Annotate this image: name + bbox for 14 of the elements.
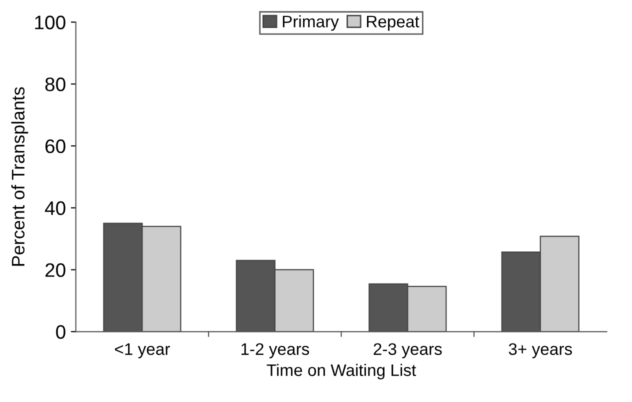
y-tick-label: 0 bbox=[56, 325, 66, 339]
x-tick-label: <1 year bbox=[114, 343, 170, 358]
y-tick-label: 20 bbox=[45, 263, 66, 277]
legend-label: Repeat bbox=[366, 16, 420, 31]
x-tick-label: 3+ years bbox=[508, 343, 572, 358]
y-tick-label: 60 bbox=[45, 139, 66, 154]
y-tick-label: 100 bbox=[35, 16, 66, 30]
x-tick-label: 1-2 years bbox=[241, 343, 310, 358]
legend-label: Primary bbox=[282, 15, 339, 31]
y-tick-label: 40 bbox=[44, 201, 66, 216]
y-axis-title: Percent of Transplants bbox=[11, 87, 28, 266]
x-tick-label: 2-3 years bbox=[374, 343, 442, 358]
y-tick-label: 80 bbox=[45, 77, 66, 92]
x-axis-title: Time on Waiting List bbox=[266, 364, 416, 380]
